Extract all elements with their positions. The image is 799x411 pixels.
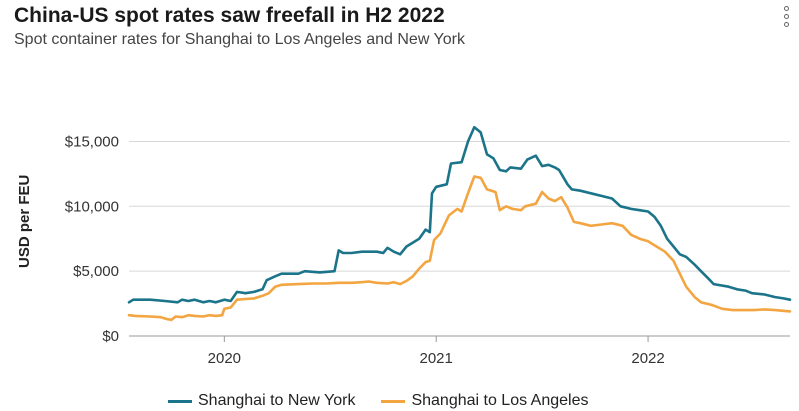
more-options-icon[interactable] xyxy=(783,6,791,30)
legend-label-los-angeles: Shanghai to Los Angeles xyxy=(411,392,589,409)
x-tick-label: 2020 xyxy=(208,350,241,367)
x-tick-label: 2021 xyxy=(420,350,453,367)
y-tick-label: $10,000 xyxy=(65,198,119,215)
legend-swatch-los-angeles xyxy=(381,399,406,403)
legend-label-new-york: Shanghai to New York xyxy=(198,392,356,409)
legend: Shanghai to New York Shanghai to Los Ang… xyxy=(168,392,588,410)
x-tick-label: 2022 xyxy=(631,350,664,367)
series-line-los-angeles xyxy=(127,175,792,322)
series-line-new-york xyxy=(127,125,792,304)
y-tick-label: $5,000 xyxy=(73,263,119,280)
x-axis-ticks: 2020 2021 2022 xyxy=(208,336,665,367)
legend-item-los-angeles: Shanghai to Los Angeles xyxy=(381,392,588,410)
chart-subtitle: Spot container rates for Shanghai to Los… xyxy=(14,31,465,48)
y-tick-label: $0 xyxy=(102,328,119,345)
y-tick-label: $15,000 xyxy=(65,133,119,150)
y-axis-ticks: $0 $5,000 $10,000 $15,000 xyxy=(65,133,119,345)
chart-title: China-US spot rates saw freefall in H2 2… xyxy=(14,4,445,27)
series-lines xyxy=(127,125,792,322)
legend-swatch-new-york xyxy=(168,399,192,403)
y-axis-label: USD per FEU xyxy=(16,174,33,268)
legend-item-new-york: Shanghai to New York xyxy=(168,392,355,410)
